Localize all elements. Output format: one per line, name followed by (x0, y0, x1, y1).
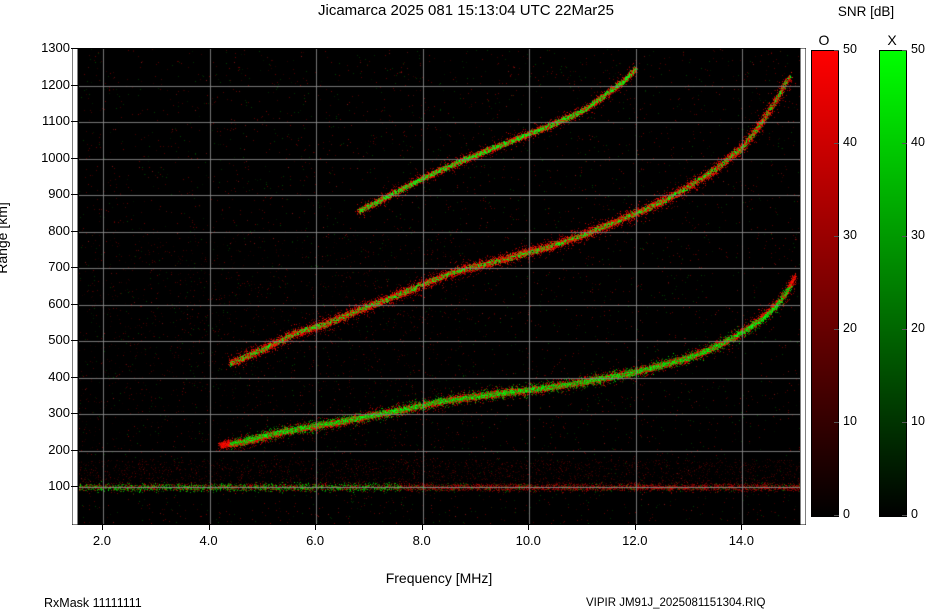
colorbar-tick-x (902, 329, 907, 330)
x-tick (315, 523, 317, 530)
y-tick (71, 121, 78, 123)
colorbar-tick-o (834, 236, 839, 237)
colorbar-tick-label-x: 30 (911, 228, 925, 242)
colorbar-title: SNR [dB] (837, 4, 895, 19)
colorbar-tick-label-o: 50 (843, 42, 857, 56)
colorbar-tick-o (834, 515, 839, 516)
colorbar-tick-x (902, 50, 907, 51)
y-tick (71, 48, 78, 49)
y-tick-label: 900 (48, 186, 70, 202)
colorbar-o (811, 50, 839, 517)
x-tick-label: 2.0 (92, 533, 111, 548)
y-axis-bar-right (799, 47, 807, 526)
x-tick-label: 10.0 (515, 533, 541, 548)
colorbar-tick-label-x: 0 (911, 507, 918, 521)
colorbar-tick-x (902, 515, 907, 516)
colorbar-tick-label-o: 30 (843, 228, 857, 242)
page-title-text: Jicamarca 2025 081 15:13:04 UTC 22Mar25 (317, 2, 614, 19)
colorbar-tick-label-x: 10 (911, 414, 925, 428)
colorbar-x-label: X (887, 32, 897, 48)
x-tick-label: 8.0 (412, 533, 431, 548)
y-tick-label: 600 (48, 295, 70, 311)
ionogram-canvas (79, 49, 801, 524)
colorbar-tick-label-o: 40 (843, 135, 857, 149)
y-tick-label: 300 (48, 405, 70, 421)
colorbar-x (879, 50, 907, 517)
x-tick-label: 6.0 (306, 533, 325, 548)
colorbar-tick-o (834, 50, 839, 51)
colorbar-o-label: O (818, 32, 830, 48)
y-tick-label: 1200 (41, 76, 70, 92)
page-title: Jicamarca 2025 081 15:13:04 UTC 22Mar25 (0, 2, 932, 19)
y-tick-label: 500 (48, 332, 70, 348)
y-tick-label: 1000 (41, 149, 70, 165)
x-tick (528, 523, 530, 530)
x-tick-label: 14.0 (728, 533, 755, 548)
y-tick-label: 800 (48, 222, 70, 238)
colorbar-tick-x (902, 143, 907, 144)
x-tick (634, 523, 636, 530)
colorbar-tick-x (902, 236, 907, 237)
colorbar-tick-label-x: 40 (911, 135, 925, 149)
x-tick (421, 523, 423, 530)
x-tick-label: 4.0 (199, 533, 218, 548)
x-tick (208, 523, 210, 530)
y-tick (71, 267, 78, 269)
y-tick (71, 157, 78, 159)
y-tick-label: 200 (48, 441, 70, 457)
colorbar-tick-o (834, 143, 839, 144)
y-tick (71, 340, 78, 342)
y-tick (71, 376, 78, 378)
x-tick-label: 12.0 (622, 533, 648, 548)
y-tick-label: 400 (48, 368, 70, 384)
colorbar-tick-o (834, 422, 839, 423)
y-tick-label: 700 (48, 259, 70, 275)
colorbar-tick-x (902, 422, 907, 423)
y-tick (71, 84, 78, 86)
footer-rxmask: RxMask 11111111 (44, 596, 142, 610)
y-axis-hatch-icon (71, 47, 79, 526)
y-tick-label: 1100 (42, 113, 70, 129)
y-axis-title: Range [km] (0, 202, 10, 274)
x-axis-title: Frequency [MHz] (385, 570, 493, 586)
footer-file: VIPIR JM91J_2025081151304.RIQ (586, 597, 766, 609)
y-tick (71, 230, 78, 232)
colorbar-tick-o (834, 329, 839, 330)
x-tick (741, 523, 743, 530)
y-tick (71, 486, 78, 488)
y-tick (71, 413, 78, 415)
y-tick (71, 303, 78, 305)
colorbar-tick-label-x: 20 (911, 321, 925, 335)
colorbar-tick-label-o: 10 (843, 414, 857, 428)
y-tick-label: 1300 (41, 40, 70, 55)
y-axis-hatch-right-icon (799, 47, 807, 526)
colorbar-tick-label-o: 20 (843, 321, 857, 335)
y-axis-bar (71, 47, 79, 526)
colorbar-tick-label-x: 50 (911, 42, 925, 56)
ionogram-plot (78, 48, 802, 525)
y-tick (71, 194, 78, 196)
y-tick (71, 449, 78, 451)
colorbar-tick-label-o: 0 (843, 507, 850, 521)
y-tick-label: 100 (48, 478, 70, 494)
x-tick (101, 523, 103, 530)
